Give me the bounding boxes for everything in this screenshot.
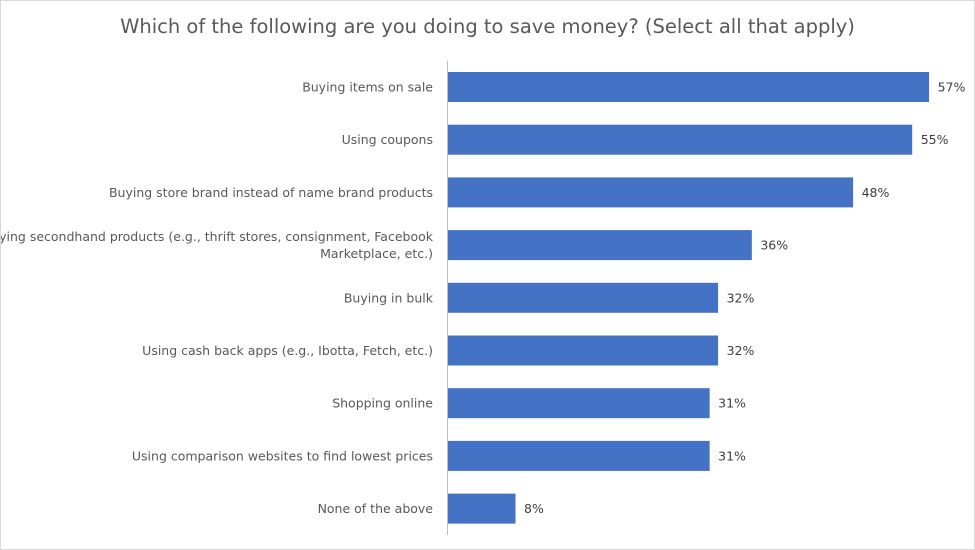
category-label-line: Buying items on sale xyxy=(302,80,433,95)
bar xyxy=(448,72,930,102)
bar xyxy=(448,230,752,261)
bar xyxy=(448,388,710,419)
category-label-line: Using coupons xyxy=(342,132,433,147)
category-label: Using comparison websites to find lowest… xyxy=(132,448,433,463)
category-label-line: None of the above xyxy=(318,501,434,516)
bar xyxy=(448,335,719,366)
category-labels-group: Buying items on sale Using coupons Buying … xyxy=(1,80,434,517)
category-label: Buying secondhand products (e.g., thrift… xyxy=(1,229,434,261)
category-label: Buying items on sale xyxy=(302,80,433,95)
category-label-line: Using cash back apps (e.g., Ibotta, Fetc… xyxy=(142,343,433,358)
bar xyxy=(448,493,516,524)
data-label: 32% xyxy=(727,343,755,358)
category-label: Using coupons xyxy=(342,132,433,147)
bar xyxy=(448,177,854,208)
category-label-line: Buying in bulk xyxy=(344,290,434,305)
bars-group xyxy=(448,72,930,524)
category-label-line: Using comparison websites to find lowest… xyxy=(132,448,433,463)
category-label-line: Buying store brand instead of name brand… xyxy=(109,185,433,200)
data-label: 36% xyxy=(760,238,788,253)
bar xyxy=(448,282,719,313)
data-label: 55% xyxy=(921,132,949,147)
chart-title: Which of the following are you doing to … xyxy=(120,15,855,38)
bar xyxy=(448,124,913,155)
data-label: 32% xyxy=(727,290,755,305)
category-label: None of the above xyxy=(318,501,434,516)
category-label-line: Buying secondhand products (e.g., thrift… xyxy=(1,229,434,244)
value-labels-group: 57% 55% 48% 36% 32% 32% 31% 31% 8% xyxy=(524,80,965,517)
category-label: Buying in bulk xyxy=(344,290,434,305)
bar xyxy=(448,440,710,471)
category-label: Buying store brand instead of name brand… xyxy=(109,185,433,200)
category-label-line: Shopping online xyxy=(332,396,433,411)
data-label: 31% xyxy=(718,396,746,411)
category-label-line: Marketplace, etc.) xyxy=(320,246,433,261)
category-label: Shopping online xyxy=(332,396,433,411)
category-label: Using cash back apps (e.g., Ibotta, Fetc… xyxy=(142,343,433,358)
data-label: 8% xyxy=(524,501,544,516)
data-label: 31% xyxy=(718,448,746,463)
data-label: 57% xyxy=(938,80,966,95)
data-label: 48% xyxy=(862,185,890,200)
